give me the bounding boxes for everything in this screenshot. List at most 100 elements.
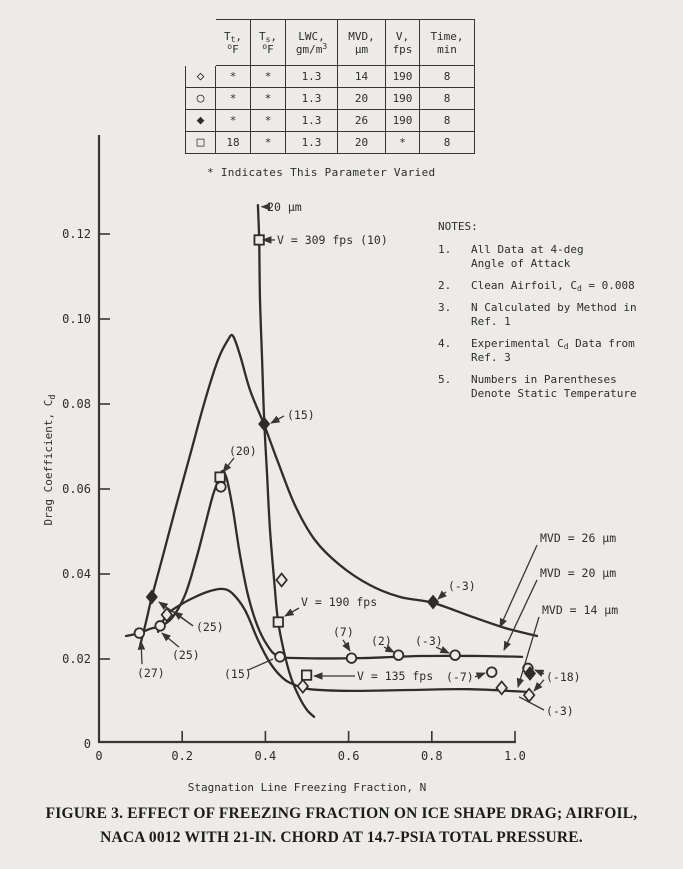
table-cell: 190 bbox=[385, 65, 420, 88]
annotation-leader bbox=[437, 590, 447, 600]
data-point-open-circle bbox=[345, 652, 358, 664]
note-text: N Calculated by Method in Ref. 1 bbox=[471, 301, 637, 328]
annotation-label: MVD = 20 µm bbox=[540, 566, 616, 580]
table-cell: 1.3 bbox=[285, 65, 338, 88]
y-tick-label: 0 bbox=[84, 737, 91, 751]
data-point-open-diamond bbox=[275, 572, 288, 588]
annotation-label: (7) bbox=[333, 625, 354, 639]
data-point-open-circle bbox=[392, 649, 405, 661]
note-text: Experimental Cd Data from Ref. 3 bbox=[471, 337, 635, 364]
data-point-open-square bbox=[214, 471, 226, 483]
table-cell: 14 bbox=[337, 65, 386, 88]
x-tick-label: 0 bbox=[95, 749, 102, 763]
annotation-label: (20) bbox=[229, 444, 257, 458]
annotation-leader bbox=[518, 696, 545, 711]
curve-open-diamond bbox=[156, 587, 532, 694]
annotation-leader bbox=[173, 611, 194, 627]
table-corner-blank bbox=[186, 20, 216, 66]
data-point-filled-diamond bbox=[523, 666, 537, 681]
open-diamond-icon: ◇ bbox=[185, 65, 216, 88]
annotation-label: MVD = 14 µm bbox=[542, 603, 618, 617]
y-tick-label: 0.06 bbox=[62, 482, 91, 496]
note-item-1: 1. All Data at 4-deg Angle of Attack bbox=[438, 243, 674, 271]
x-tick-label: 1.0 bbox=[504, 749, 526, 763]
annotation-label: (15) bbox=[287, 408, 315, 422]
table-row: ○ * * 1.3 20 190 8 bbox=[185, 87, 475, 110]
annotation-label: (-3) bbox=[415, 634, 443, 648]
annotation-label: 20 µm bbox=[267, 200, 302, 214]
table-cell: 8 bbox=[419, 87, 475, 110]
table-cell: 18 bbox=[215, 131, 251, 154]
data-point-open-square bbox=[272, 616, 284, 628]
annotation-leader bbox=[270, 415, 285, 424]
table-row: ◇ * * 1.3 14 190 8 bbox=[185, 65, 475, 88]
table-cell: * bbox=[215, 87, 251, 110]
curve-open-square bbox=[256, 203, 316, 718]
table-cell: * bbox=[250, 65, 286, 88]
annotation-leader bbox=[499, 544, 538, 628]
note-number: 3. bbox=[438, 301, 452, 314]
annotation-label: (-3) bbox=[448, 579, 476, 593]
note-item-3: 3. N Calculated by Method in Ref. 1 bbox=[438, 301, 674, 329]
data-point-open-circle bbox=[133, 627, 146, 639]
table-cell: 1.3 bbox=[285, 131, 338, 154]
x-tick-label: 0.4 bbox=[255, 749, 277, 763]
annotation-leader bbox=[161, 632, 180, 648]
drag-coefficient-chart: 0 0.2 0.4 0.6 0.8 1.0 0 0.02 0.04 0.06 0.08 0.10 0.1… bbox=[42, 135, 618, 794]
data-point-open-diamond bbox=[296, 678, 310, 694]
figure-caption: FIGURE 3. EFFECT OF FREEZING FRACTION ON… bbox=[0, 802, 683, 850]
curve-open-circle bbox=[124, 469, 524, 660]
table-header-col-4: MVD, µm bbox=[337, 19, 386, 66]
annotation-label: V = 190 fps bbox=[301, 595, 377, 609]
annotation-label: V = 309 fps (10) bbox=[277, 233, 388, 247]
note-number: 4. bbox=[438, 337, 452, 350]
annotation-label: (25) bbox=[172, 648, 200, 662]
note-number: 1. bbox=[438, 243, 452, 256]
table-cell: 8 bbox=[419, 65, 475, 88]
conditions-table: Tt, oF Ts, oF LWC, gm/m3 MVD, µm V, fps Time, min ◇… bbox=[185, 19, 475, 154]
data-point-open-circle bbox=[449, 649, 461, 661]
note-text: Clean Airfoil, Cd = 0.008 bbox=[471, 279, 635, 293]
note-item-2: 2. Clean Airfoil, Cd = 0.008 bbox=[438, 279, 674, 293]
table-row: ◆ * * 1.3 26 190 8 bbox=[185, 109, 475, 132]
table-cell: 190 bbox=[385, 87, 420, 110]
table-header-col-2: Ts, oF bbox=[250, 19, 286, 66]
table-cell: 190 bbox=[385, 109, 420, 132]
table-header-col-6: Time, min bbox=[419, 19, 475, 66]
table-cell: 8 bbox=[419, 131, 475, 154]
annotation-leader bbox=[342, 639, 351, 652]
open-circle-icon: ○ bbox=[185, 87, 216, 110]
annotation-label: MVD = 26 µm bbox=[540, 531, 616, 545]
data-point-open-circle bbox=[274, 651, 286, 663]
annotation-label: (15) bbox=[224, 667, 252, 681]
data-point-open-circle bbox=[154, 620, 166, 632]
x-tick-label: 0.6 bbox=[338, 749, 360, 763]
data-point-filled-diamond bbox=[145, 589, 158, 605]
table-header-col-5: V, fps bbox=[385, 19, 420, 66]
table-row: □ 18 * 1.3 20 * 8 bbox=[185, 131, 475, 154]
note-number: 2. bbox=[438, 279, 452, 292]
note-text: All Data at 4-deg Angle of Attack bbox=[471, 243, 584, 270]
y-tick-label: 0.04 bbox=[62, 567, 91, 581]
table-cell: 20 bbox=[337, 131, 386, 154]
data-point-filled-diamond bbox=[258, 416, 271, 432]
table-cell: 1.3 bbox=[285, 87, 338, 110]
annotation-leader bbox=[533, 679, 545, 692]
data-point-open-square bbox=[253, 234, 265, 246]
annotation-leader bbox=[247, 658, 274, 671]
table-header-col-3: LWC, gm/m3 bbox=[285, 19, 338, 66]
data-point-open-square bbox=[300, 669, 313, 681]
y-tick-label: 0.08 bbox=[62, 397, 91, 411]
annotation-leader bbox=[435, 646, 450, 654]
note-item-5: 5. Numbers in Parentheses Denote Static Te… bbox=[438, 373, 674, 401]
annotation-label: (25) bbox=[196, 620, 224, 634]
annotation-leader bbox=[137, 640, 146, 665]
axes bbox=[97, 135, 516, 744]
note-text: Numbers in Parentheses Denote Static Temp… bbox=[471, 373, 637, 400]
y-tick-label: 0.12 bbox=[62, 227, 91, 241]
data-point-open-diamond bbox=[495, 680, 508, 696]
data-point-filled-diamond bbox=[427, 594, 440, 610]
table-cell: * bbox=[250, 87, 286, 110]
table-cell: * bbox=[250, 131, 286, 154]
